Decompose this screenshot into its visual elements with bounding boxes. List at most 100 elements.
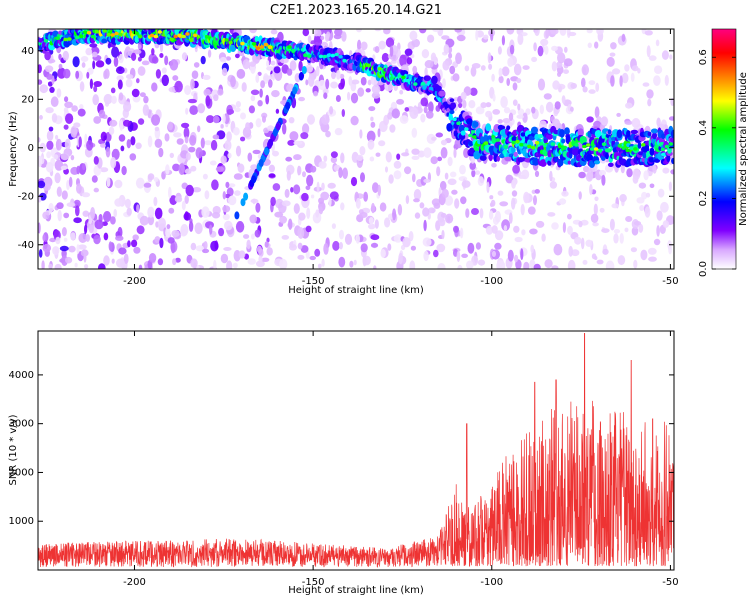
spectrogram-cell: [488, 154, 493, 162]
spectrogram-cell: [275, 49, 280, 54]
spectrogram-cell: [46, 130, 54, 142]
spectrogram-cell: [325, 130, 331, 138]
spectrogram-cell: [288, 117, 295, 124]
spectrogram-cell: [589, 184, 593, 196]
spectrogram-cell: [413, 82, 418, 86]
spectrogram-cell: [664, 74, 669, 86]
spectrogram-cell: [103, 211, 112, 223]
spectrogram-cell: [65, 256, 73, 264]
spectrogram-cell: [99, 167, 109, 173]
spectrogram-cell: [414, 212, 421, 219]
spectrogram-cell: [110, 157, 117, 169]
spectrogram-cell: [93, 81, 102, 87]
spectrogram-cell: [410, 245, 416, 251]
spectrogram-cell: [92, 60, 96, 70]
spectrogram-cell: [619, 233, 624, 244]
spectrogram-cell: [413, 189, 422, 201]
snr-y-tick-label: 3000: [9, 419, 34, 430]
spectrogram-cell: [38, 222, 41, 234]
spectrogram-cell: [404, 107, 410, 112]
spectrogram-cell: [154, 236, 161, 244]
spectrogram-cell: [409, 107, 419, 119]
spectrogram-cell: [355, 197, 361, 209]
spectrogram-cell: [378, 40, 386, 50]
spectrogram-cell: [297, 254, 305, 260]
spectrogram-cell: [641, 191, 648, 200]
spectrogram-cell: [264, 147, 269, 156]
snr-x-tick-label: -50: [662, 577, 678, 588]
spectrogram-cell: [237, 163, 245, 173]
spectrogram-cell: [63, 68, 71, 79]
spectrogram-cell: [63, 37, 68, 42]
spectrogram-cell: [523, 143, 528, 147]
spectrogram-cell: [492, 93, 496, 102]
spectrogram-cell: [624, 120, 633, 125]
spectrogram-cell: [116, 75, 124, 81]
spectrogram-frame: [37, 28, 675, 270]
spectrogram-cell: [135, 142, 142, 150]
spectrogram-cell: [235, 145, 242, 157]
spectrogram-cell: [503, 225, 508, 232]
spectrogram-cell: [114, 198, 123, 207]
spectrogram-cell: [522, 65, 530, 70]
spectrogram-cell: [640, 249, 648, 261]
spectrogram-cell: [249, 61, 257, 67]
spectrogram-cell: [315, 65, 320, 77]
spectrogram-cell: [424, 60, 434, 69]
spectrogram-cell: [254, 229, 261, 238]
spectrogram-cell: [452, 73, 460, 82]
spectrogram-cell: [195, 245, 205, 252]
spectrogram-cell: [505, 174, 514, 184]
spectrogram-cell: [367, 79, 372, 86]
spectrogram-cell: [138, 34, 143, 39]
spectrogram-cell: [211, 179, 219, 191]
spectrogram-cell: [190, 165, 197, 172]
spectrogram-cell: [333, 34, 342, 40]
spectrogram-cell: [204, 190, 210, 200]
spectrogram-cell: [184, 195, 189, 204]
spectrogram-cell: [557, 52, 566, 64]
spectrogram-cell: [653, 75, 661, 86]
spectrogram-cell: [75, 205, 80, 217]
spectrogram-cell: [397, 204, 403, 216]
spectrogram-cell: [625, 148, 630, 153]
spectrogram-cell: [84, 224, 88, 234]
spectrogram-cell: [197, 103, 206, 114]
spectrogram-cell: [443, 44, 450, 54]
spectrogram-cell: [305, 225, 312, 233]
spectrogram-cell: [643, 170, 649, 181]
spectrogram-cell: [533, 42, 537, 52]
spectrogram-cell: [255, 74, 260, 83]
spectrogram-y-tick-label: -20: [18, 191, 34, 202]
spectrogram-cell: [642, 82, 650, 87]
snr-y-ticks: 1000 2000 3000 4000: [9, 370, 674, 527]
spectrogram-cell: [286, 170, 291, 181]
spectrogram-cell: [38, 155, 43, 168]
spectrogram-cell: [64, 96, 69, 103]
spectrogram-cell: [567, 160, 572, 165]
spectrogram-cell: [480, 136, 484, 144]
spectrogram-cell: [552, 118, 560, 128]
spectrogram-cell: [594, 196, 599, 202]
spectrogram-cell: [109, 119, 118, 127]
spectrogram-cell: [392, 208, 397, 221]
spectrogram-cell: [438, 90, 446, 97]
spectrogram-cell: [537, 45, 544, 57]
spectrogram-cell: [153, 34, 159, 39]
spectrogram-cell: [321, 114, 330, 125]
spectrogram-cell: [268, 138, 273, 147]
spectrogram-cell: [412, 173, 416, 183]
spectrogram-cell: [409, 30, 418, 41]
snr-x-tick-label: -100: [480, 577, 503, 588]
spectrogram-cell: [300, 132, 309, 140]
spectrogram-cell: [223, 247, 232, 251]
spectrogram-cell: [661, 50, 669, 60]
spectrogram-cell: [637, 142, 642, 149]
spectrogram-cell: [241, 82, 247, 92]
spectrogram-cell: [434, 85, 442, 92]
spectrogram-cell: [272, 150, 279, 157]
spectrogram-cell: [127, 240, 131, 248]
spectrogram-cell: [42, 211, 50, 220]
spectrogram-cell: [372, 182, 379, 194]
